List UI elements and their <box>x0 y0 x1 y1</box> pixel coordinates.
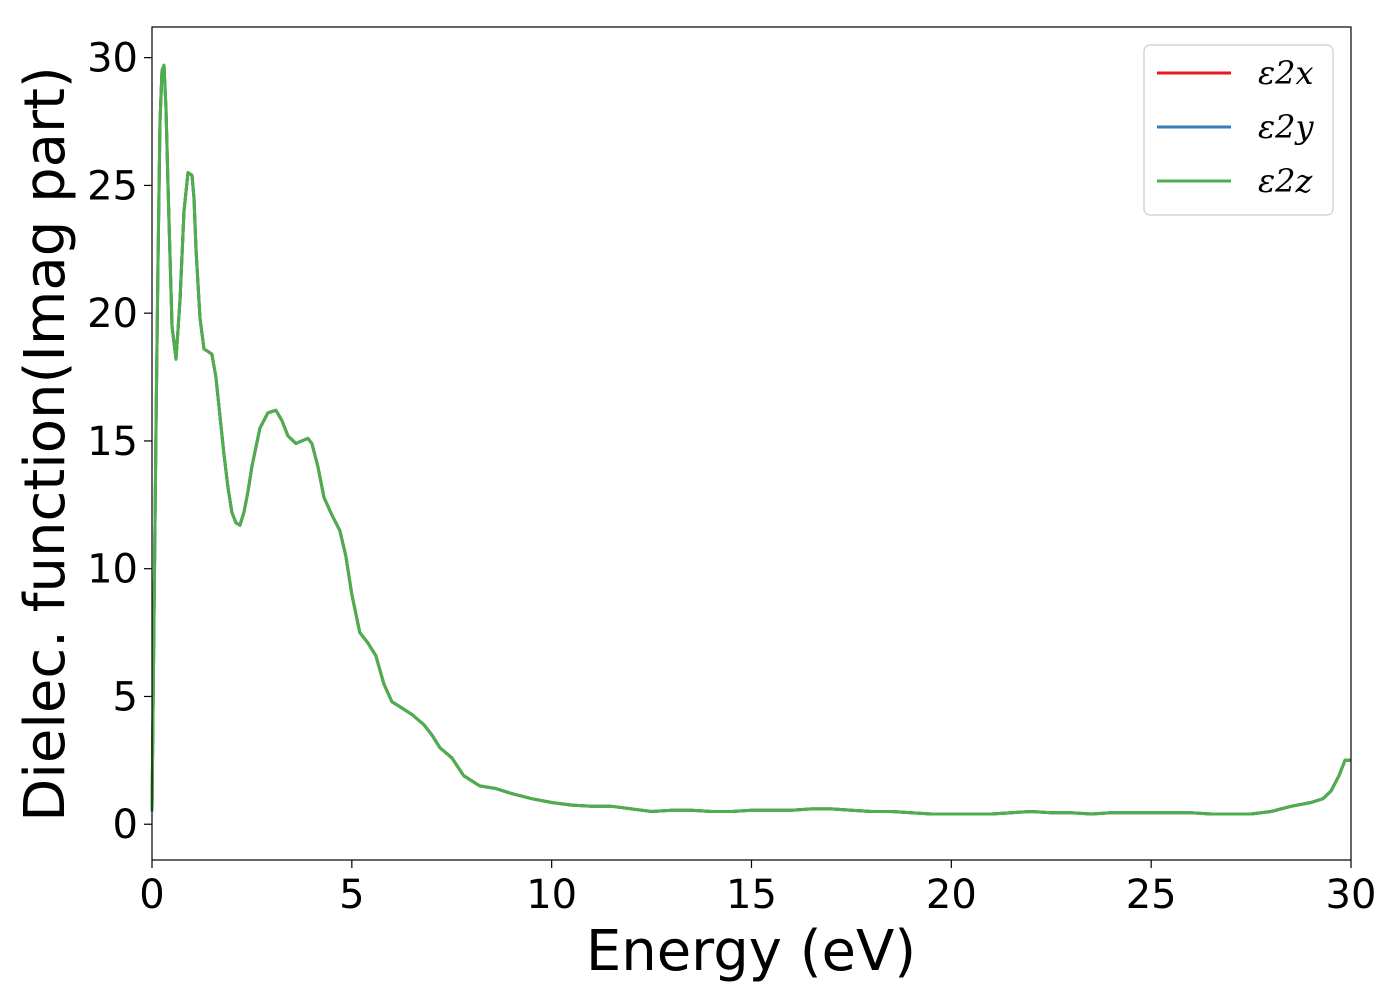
y-tick-label: 25 <box>87 163 138 209</box>
series-line-3 <box>150 63 1351 816</box>
y-tick-label: 20 <box>87 291 138 337</box>
y-tick-label: 30 <box>87 36 138 82</box>
legend: ε2x ε2y ε2z <box>1143 44 1334 216</box>
x-tick-label: 20 <box>926 872 977 918</box>
y-tick-label: 0 <box>113 802 138 848</box>
x-axis: 0 5 10 15 20 25 30 <box>139 860 1376 918</box>
legend-label: ε2y <box>1258 108 1315 146</box>
legend-label: ε2z <box>1258 162 1314 200</box>
x-tick-label: 15 <box>726 872 777 918</box>
y-axis-label: Dielec. function(Imag part) <box>13 66 78 822</box>
x-tick-label: 25 <box>1126 872 1177 918</box>
x-axis-label: Energy (eV) <box>586 919 916 984</box>
y-tick-label: 10 <box>87 547 138 593</box>
x-tick-label: 30 <box>1326 872 1377 918</box>
legend-label: ε2x <box>1258 54 1314 92</box>
plot-lines <box>150 63 1351 816</box>
legend-box <box>1143 44 1334 216</box>
y-axis: 0 5 10 15 20 25 30 <box>87 36 152 848</box>
x-tick-label: 10 <box>526 872 577 918</box>
y-tick-label: 5 <box>113 674 138 720</box>
x-tick-label: 0 <box>139 872 164 918</box>
x-tick-label: 5 <box>339 872 364 918</box>
y-tick-label: 15 <box>87 419 138 465</box>
